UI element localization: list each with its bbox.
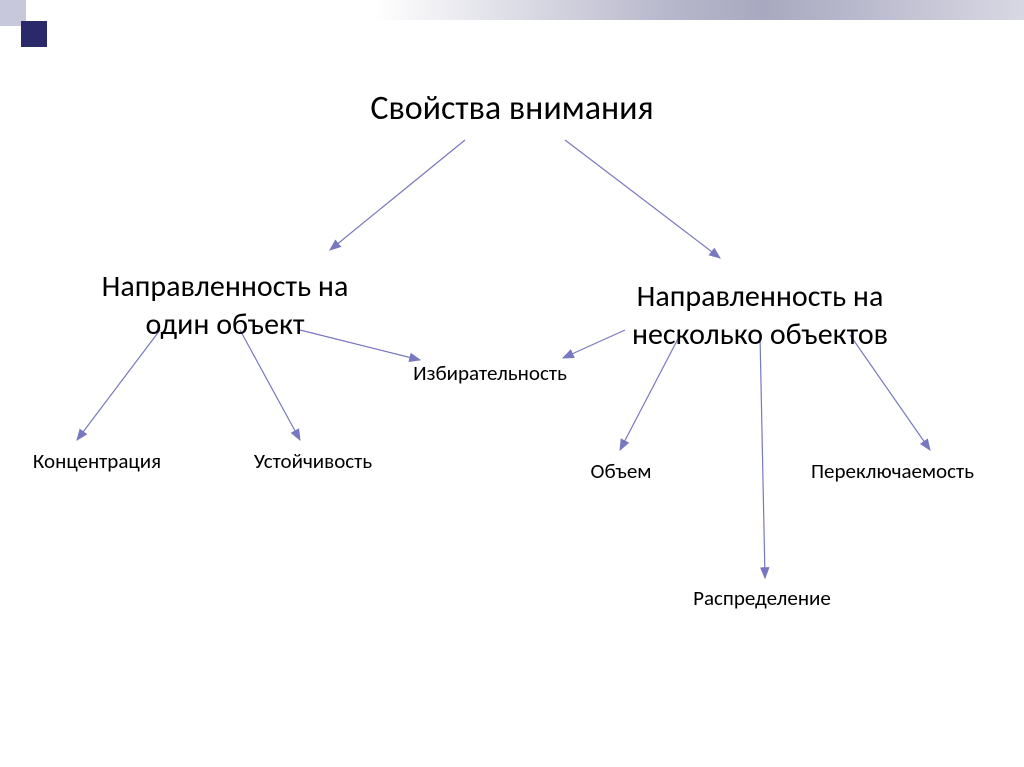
root-text: Свойства внимания bbox=[370, 88, 653, 129]
concentration-text: Концентрация bbox=[33, 448, 161, 474]
left-branch-line2: один объект bbox=[145, 306, 304, 343]
volume-node: Объем bbox=[581, 458, 661, 484]
right-branch-node: Направленность на несколько объектов bbox=[590, 278, 930, 353]
stability-text: Устойчивость bbox=[254, 448, 372, 474]
stability-node: Устойчивость bbox=[243, 448, 383, 474]
concentration-node: Концентрация bbox=[22, 448, 172, 474]
corner-decoration bbox=[0, 0, 50, 50]
root-node: Свойства внимания bbox=[350, 88, 674, 129]
selectivity-text: Избирательность bbox=[413, 360, 567, 386]
switchability-text: Переключаемость bbox=[811, 458, 974, 484]
distribution-text: Распределение bbox=[693, 585, 831, 611]
left-branch-node: Направленность на один объект bbox=[75, 268, 375, 343]
selectivity-node: Избирательность bbox=[400, 360, 580, 386]
corner-square-dark bbox=[21, 21, 47, 47]
volume-text: Объем bbox=[591, 458, 652, 484]
left-branch-line1: Направленность на bbox=[102, 268, 349, 305]
right-branch-line2: несколько объектов bbox=[632, 316, 888, 353]
distribution-node: Распределение bbox=[682, 585, 842, 611]
top-gradient-bar bbox=[374, 0, 1024, 20]
right-branch-line1: Направленность на bbox=[637, 278, 884, 315]
switchability-node: Переключаемость bbox=[795, 458, 990, 484]
